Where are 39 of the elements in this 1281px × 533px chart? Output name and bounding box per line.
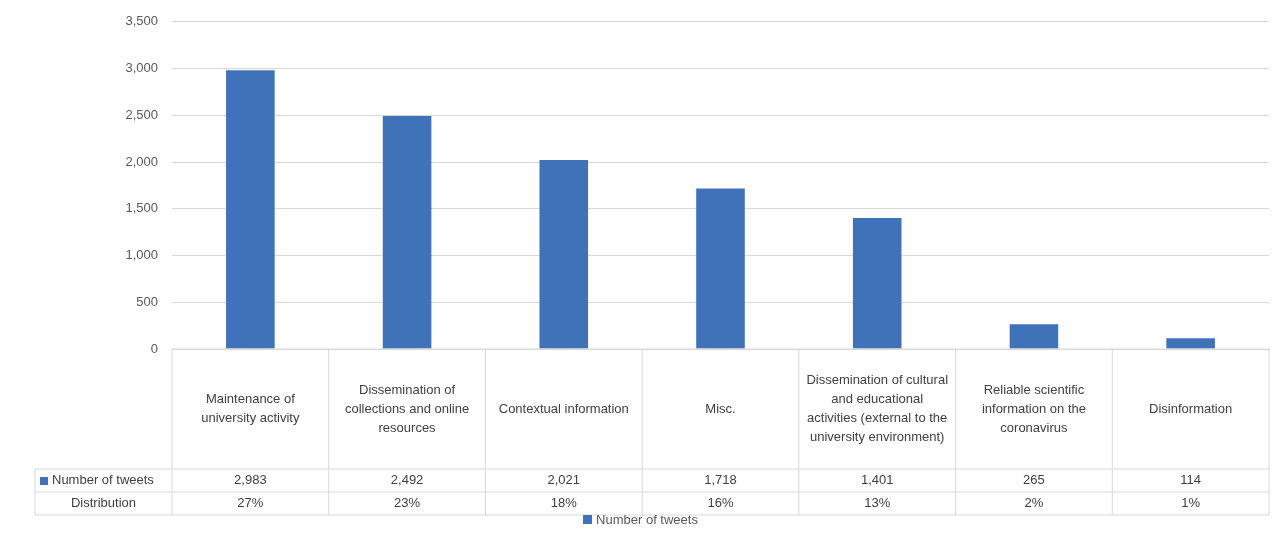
bar — [382, 116, 432, 349]
y-tick-label: 0 — [150, 340, 158, 356]
text: 1% — [1181, 495, 1201, 511]
bar — [539, 160, 589, 349]
bar — [226, 70, 275, 349]
y-tick-label: 1,000 — [125, 247, 158, 263]
text: 23% — [394, 495, 421, 511]
data-label: 1,401 — [860, 472, 894, 488]
text: Distribution — [70, 495, 137, 511]
bar — [852, 218, 902, 349]
x-tick-label: Dissemination of collections and online resources — [344, 381, 470, 435]
x-tick-label: Reliable scientific information on the coronavirus — [981, 381, 1086, 435]
text: Number of tweets — [596, 512, 698, 527]
text: 2% — [1024, 495, 1044, 511]
bar — [1009, 324, 1059, 349]
x-tick-label: Disinformation — [1149, 400, 1233, 416]
y-tick-label: 500 — [136, 293, 158, 309]
x-tick-label: Misc. — [705, 400, 736, 416]
x-tick-label: Contextual information — [498, 400, 629, 416]
data-label: 1,718 — [704, 472, 737, 488]
bar — [1166, 338, 1215, 349]
bar — [696, 188, 745, 349]
data-label: 2,021 — [547, 472, 581, 488]
legend-label: Number of tweets — [52, 472, 155, 488]
data-label: 114 — [1180, 472, 1202, 488]
y-tick-label: 1,500 — [125, 200, 158, 216]
y-tick-label: 2,500 — [125, 106, 158, 122]
data-label: 2,492 — [390, 472, 424, 488]
text: 18% — [550, 495, 578, 511]
text: 16% — [707, 495, 734, 511]
y-tick-label: 3,500 — [125, 13, 158, 29]
text: 13% — [864, 495, 891, 511]
x-tick-label: Maintenance of university activity — [201, 391, 300, 426]
y-tick-label: 2,000 — [125, 153, 158, 169]
y-tick-label: 3,000 — [125, 60, 158, 76]
x-tick-label: Dissemination of cultural and educational activities (external to the university environment) — [806, 372, 949, 445]
text: 27% — [237, 495, 264, 511]
data-label: 2,983 — [234, 472, 267, 488]
data-label: 265 — [1023, 472, 1045, 488]
